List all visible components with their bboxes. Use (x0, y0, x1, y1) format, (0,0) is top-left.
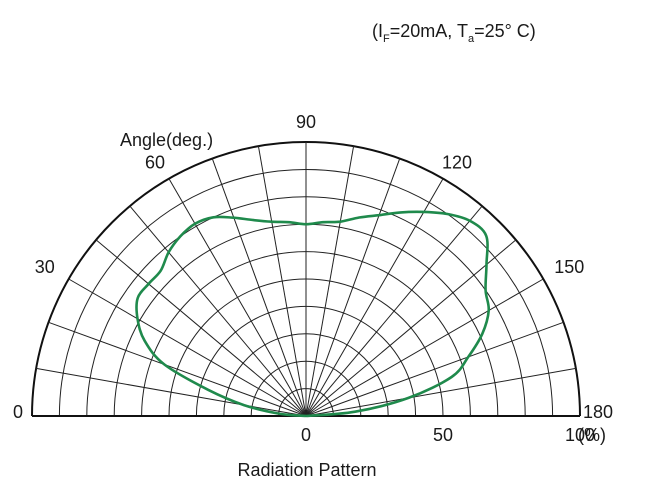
grid-spoke (257, 146, 307, 417)
radial-tick-labels: 0 50 100 (301, 425, 595, 445)
angle-tick-label: 120 (442, 153, 472, 173)
radiation-curve-group (135, 210, 491, 418)
angle-tick-label: 0 (13, 402, 23, 422)
grid-spoke (68, 278, 307, 417)
angle-tick-label: 60 (145, 153, 165, 173)
grid-spoke (305, 146, 355, 417)
angle-tick-label: 180 (583, 402, 613, 422)
grid-spoke (305, 367, 576, 417)
grid-spoke (305, 178, 444, 417)
grid-spoke (305, 321, 564, 417)
grid-spoke (211, 158, 307, 417)
grid-spoke (129, 205, 307, 417)
grid-spoke (305, 205, 483, 417)
radial-unit-label: (%) (578, 425, 606, 445)
angle-tick-label: 30 (35, 257, 55, 277)
grid-spoke (305, 239, 517, 417)
radial-tick-label: 50 (433, 425, 453, 445)
angle-tick-label: 150 (554, 257, 584, 277)
grid-spoke (95, 239, 307, 417)
grid-spoke (48, 321, 307, 417)
chart-title: Radiation Pattern (237, 460, 376, 480)
radiation-curve (135, 210, 491, 418)
grid-spoke (168, 178, 307, 417)
test-condition: (IF=20mA, Ta=25° C) (372, 21, 536, 45)
grid-spoke (36, 367, 307, 417)
radial-tick-label: 0 (301, 425, 311, 445)
polar-grid (31, 141, 581, 417)
grid-spoke (305, 278, 544, 417)
angle-tick-label: 90 (296, 112, 316, 132)
angle-axis-label: Angle(deg.) (120, 130, 213, 150)
grid-spoke (305, 158, 401, 417)
radial-tick-label: 100 (565, 425, 595, 445)
angle-tick-labels: 0 30 60 90 120 150 180 (13, 112, 613, 422)
